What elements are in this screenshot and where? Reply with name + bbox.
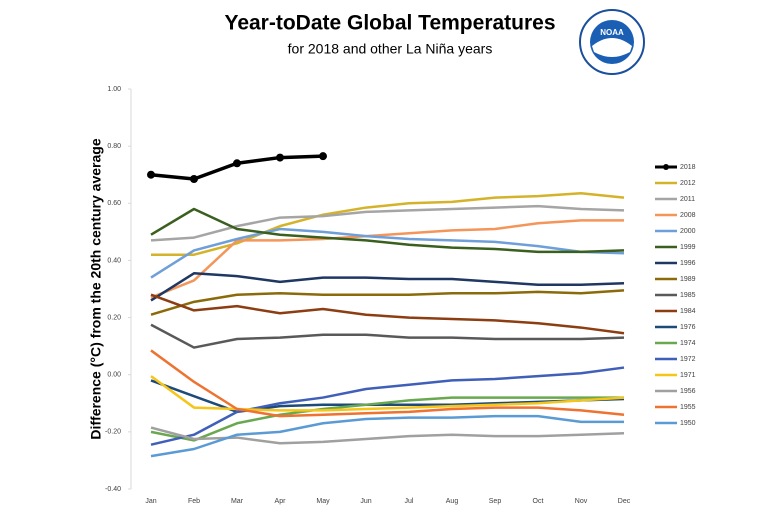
legend-marker	[663, 164, 669, 170]
legend-label: 1989	[680, 276, 696, 283]
series-line	[150, 293, 625, 335]
y-tick-label: 0.00	[107, 372, 121, 379]
legend-label: 2018	[680, 164, 696, 171]
x-tick-label: Jul	[405, 498, 414, 505]
x-tick-label: Oct	[533, 498, 544, 505]
legend-label: 1996	[680, 260, 696, 267]
legend-label: 1972	[680, 356, 696, 363]
y-tick-label: 0.20	[107, 314, 121, 321]
series-line	[150, 272, 625, 302]
chart-title: Year-toDate Global Temperatures	[224, 12, 555, 35]
y-tick-label: 0.80	[107, 143, 121, 150]
legend-label: 1974	[680, 340, 696, 347]
x-tick-label: Jan	[145, 498, 156, 505]
point	[319, 152, 327, 161]
point	[190, 175, 198, 183]
legend-label: 1984	[680, 308, 696, 315]
point	[147, 170, 155, 179]
legend-label: 1985	[680, 292, 696, 299]
y-tick-label: 0.40	[107, 257, 121, 264]
legend-label: 1950	[680, 420, 696, 427]
logo: NOAA	[579, 9, 645, 75]
x-tick-label: Apr	[275, 498, 287, 505]
x-tick-label: Nov	[575, 498, 588, 505]
x-tick-label: Feb	[188, 498, 200, 505]
x-tick-label: Aug	[446, 498, 459, 505]
series-line	[150, 396, 624, 442]
series-line	[150, 289, 625, 316]
series-line	[150, 204, 625, 242]
legend-label: 1955	[680, 404, 696, 411]
x-tick-label: May	[316, 498, 330, 505]
series-line	[150, 349, 625, 418]
y-axis-title: Difference (°C) from the 20th century av…	[88, 138, 104, 439]
series-line	[150, 366, 625, 446]
x-tick-label: Sep	[489, 498, 502, 505]
point	[276, 153, 284, 162]
x-tick-label: Jun	[360, 498, 371, 505]
legend-label: 2012	[680, 180, 696, 187]
legend-label: 2008	[680, 212, 696, 219]
legend-label: 1976	[680, 324, 696, 331]
y-tick-label: 0.60	[107, 200, 121, 207]
legend-label: 1956	[680, 388, 696, 395]
y-tick-label: -0.20	[105, 429, 121, 436]
legend-label: 2011	[680, 196, 695, 203]
legend-label: 1999	[680, 244, 696, 251]
legend-label: 2000	[680, 228, 696, 235]
x-tick-label: Mar	[231, 498, 244, 505]
series-line	[150, 207, 625, 254]
series-line	[151, 192, 625, 256]
x-tick-label: Dec	[618, 498, 631, 505]
logo-text: NOAA	[600, 28, 624, 37]
y-tick-label: -0.40	[105, 486, 121, 493]
series-line	[150, 414, 624, 458]
y-tick-label: 1.00	[107, 86, 121, 93]
logo-bird	[592, 38, 632, 57]
point	[233, 159, 241, 168]
series-line	[150, 219, 624, 299]
series-line	[150, 227, 625, 279]
series-line	[150, 375, 625, 412]
series-line	[150, 323, 625, 349]
legend-label: 1971	[680, 372, 696, 379]
chart-subtitle: for 2018 and other La Niña years	[288, 41, 493, 57]
